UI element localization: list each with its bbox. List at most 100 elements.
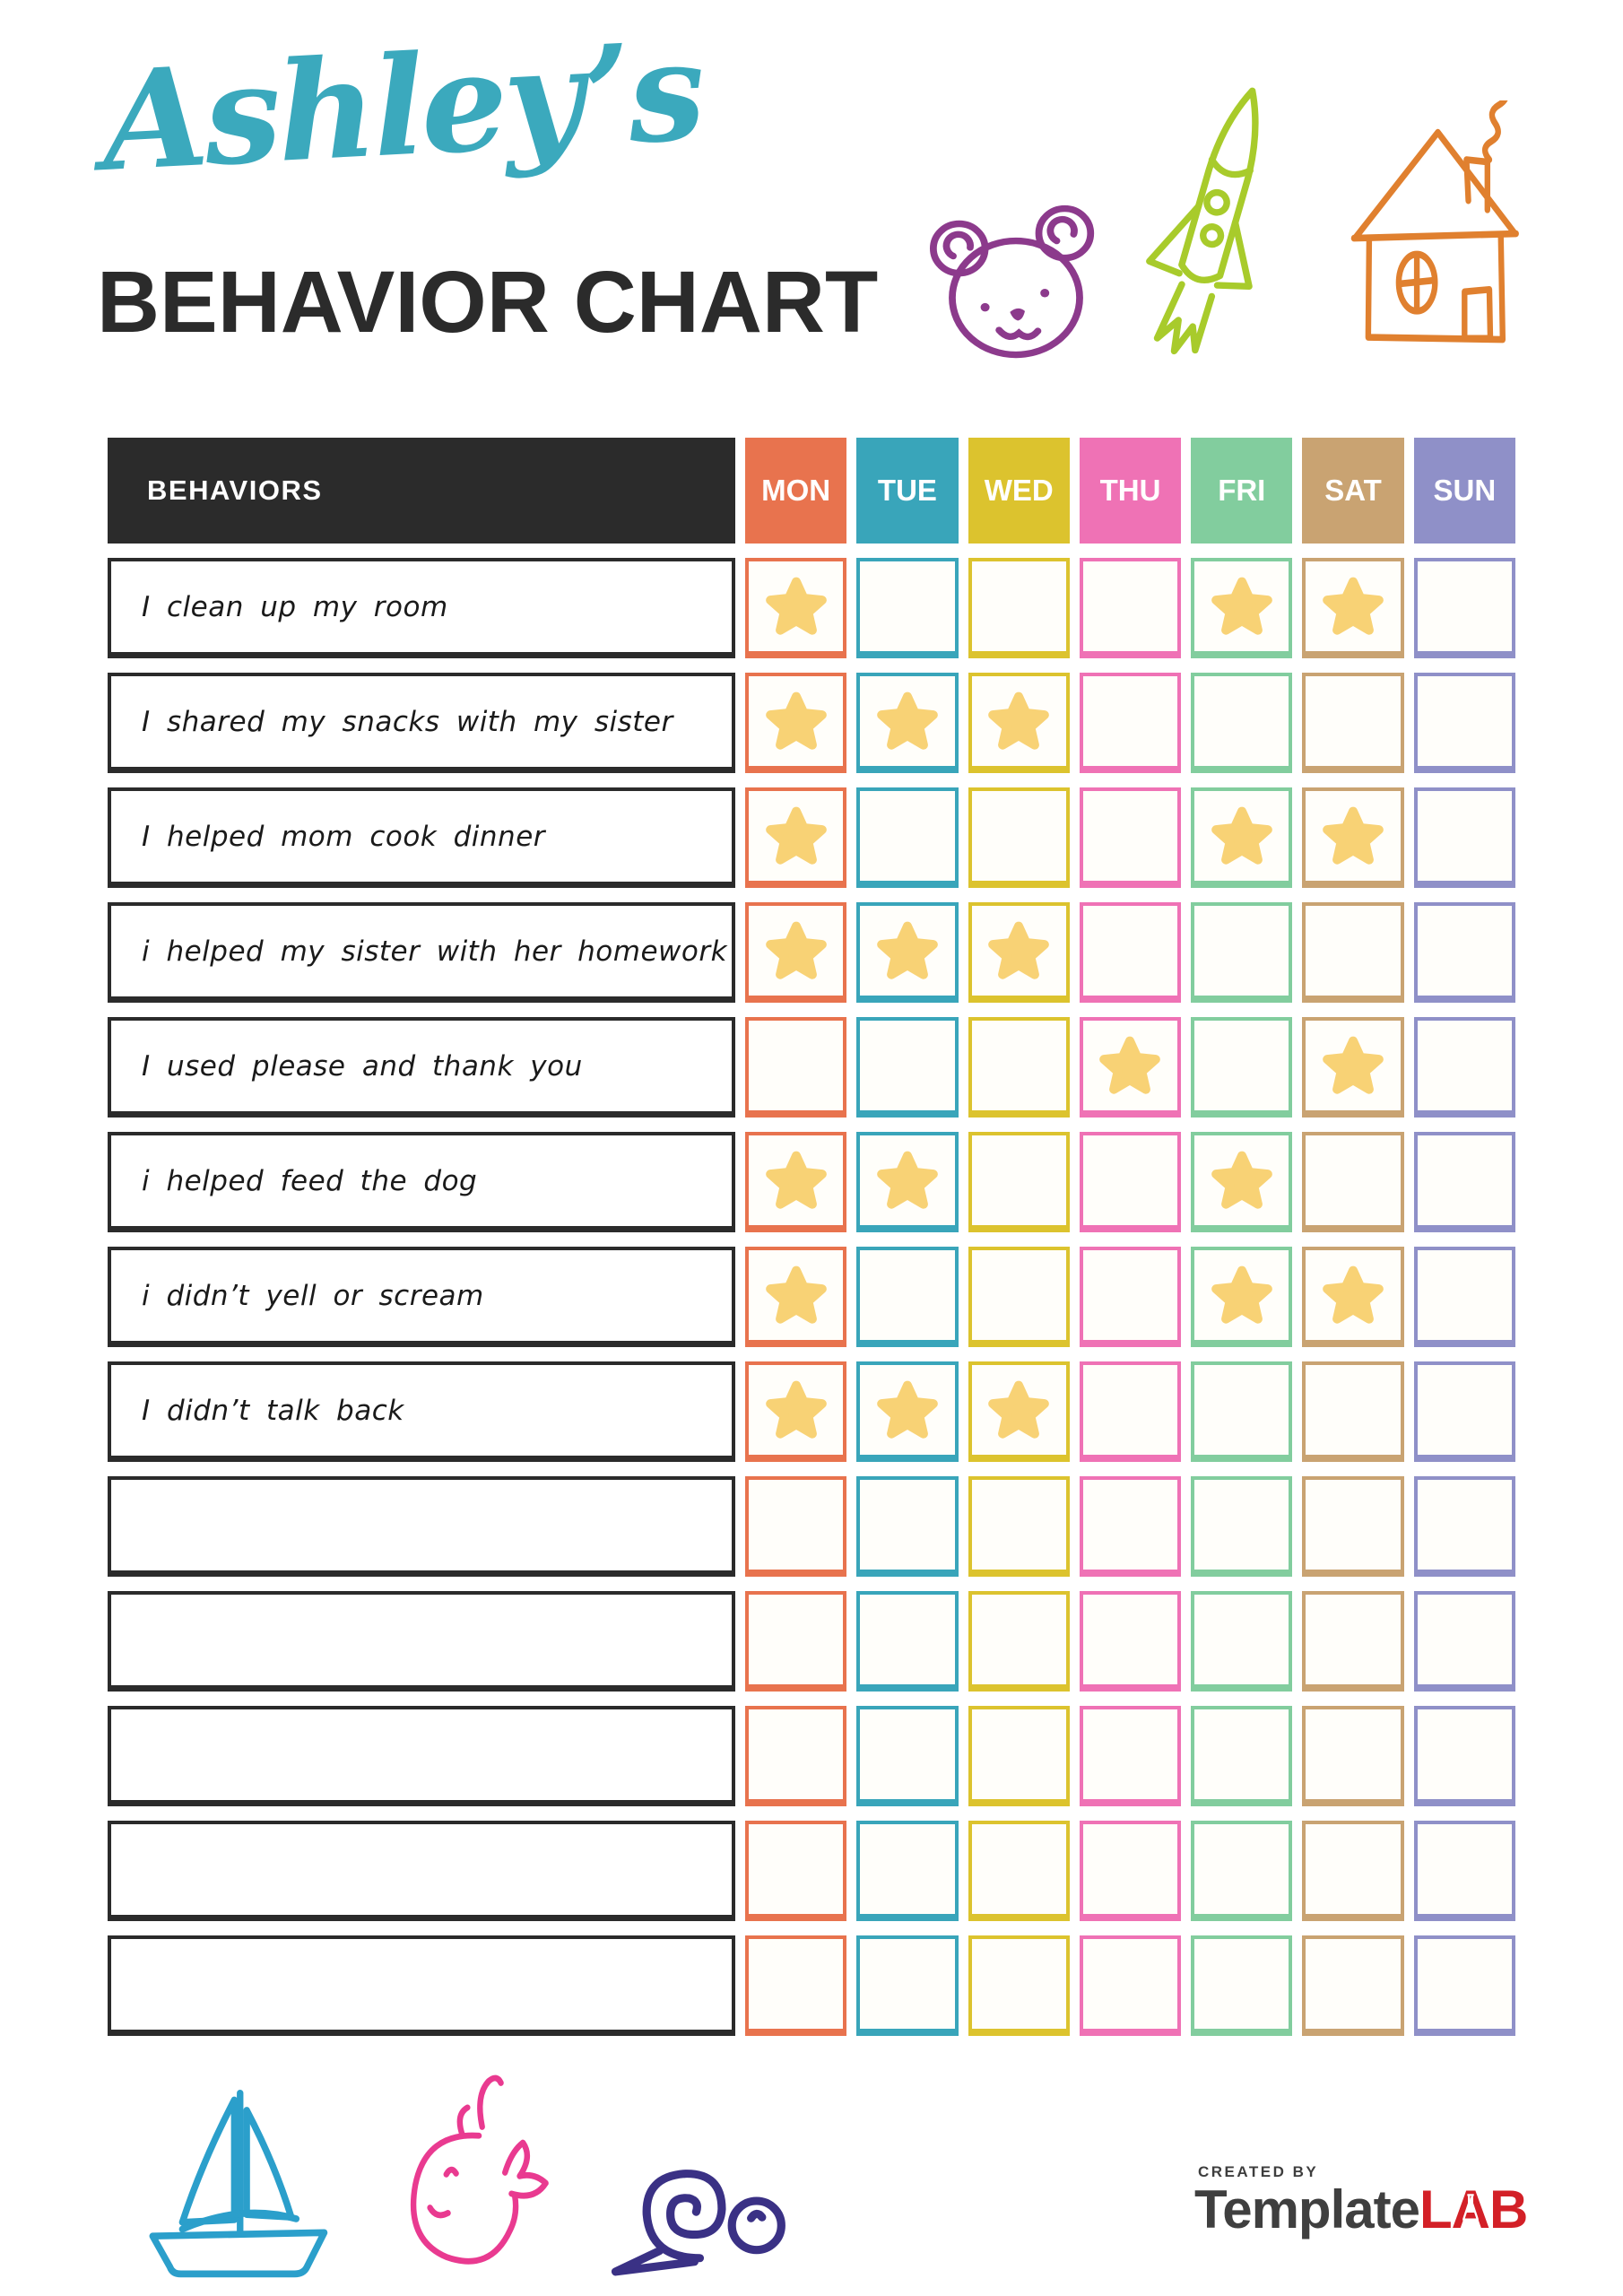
day-cell-fri-row1 [1191,558,1293,658]
star-icon [877,1380,938,1439]
day-cell-tue-row10 [856,1591,959,1692]
day-cell-tue-row12 [856,1821,959,1921]
day-cell-wed-row3 [968,787,1070,888]
day-cell-fri-row4 [1191,902,1293,1003]
day-header-tue: TUE [856,438,959,544]
day-cell-mon-row2 [745,673,847,773]
day-cell-tue-row4 [856,902,959,1003]
star-icon [765,1151,827,1209]
day-cell-mon-row13 [745,1935,847,2036]
day-cell-thu-row6 [1079,1132,1182,1232]
day-cell-wed-row1 [968,558,1070,658]
behavior-row-label: i didn’t yell or scream [108,1247,735,1347]
day-cell-thu-row8 [1079,1361,1182,1462]
day-cell-sat-row3 [1302,787,1404,888]
behavior-row-label [108,1935,735,2036]
day-cell-tue-row5 [856,1017,959,1118]
day-cell-thu-row7 [1079,1247,1182,1347]
day-cell-tue-row3 [856,787,959,888]
day-cell-sun-row8 [1413,1361,1515,1462]
day-cell-thu-row12 [1079,1821,1182,1921]
day-cell-wed-row4 [968,902,1070,1003]
star-icon [877,1151,938,1209]
day-cell-tue-row8 [856,1361,959,1462]
day-cell-thu-row1 [1079,558,1182,658]
day-cell-wed-row5 [968,1017,1070,1118]
day-header-sun: SUN [1413,438,1515,544]
behavior-chart-table: BEHAVIORS MON TUE WED THU FRI SAT SUN I clean u… [108,438,1515,2036]
day-cell-tue-row7 [856,1247,959,1347]
star-icon [988,1380,1050,1439]
day-cell-thu-row9 [1079,1476,1182,1577]
day-cell-sat-row9 [1302,1476,1404,1577]
star-icon [1211,806,1272,865]
day-cell-fri-row11 [1191,1706,1293,1806]
day-cell-sun-row10 [1413,1591,1515,1692]
behavior-row-label: I didn’t talk back [108,1361,735,1462]
day-cell-sat-row7 [1302,1247,1404,1347]
day-cell-sat-row11 [1302,1706,1404,1806]
behavior-row-label: I shared my snacks with my sister [108,673,735,773]
logo-wordmark: TemplateLA B [1194,2181,1544,2238]
day-cell-mon-row3 [745,787,847,888]
day-header-sat: SAT [1302,438,1404,544]
day-cell-mon-row7 [745,1247,847,1347]
day-cell-tue-row13 [856,1935,959,2036]
day-cell-thu-row11 [1079,1706,1182,1806]
star-icon [877,691,938,750]
behaviors-header: BEHAVIORS [108,438,735,544]
day-cell-sun-row3 [1413,787,1515,888]
day-cell-sat-row6 [1302,1132,1404,1232]
star-icon [765,1380,827,1439]
star-icon [1211,1265,1272,1324]
day-cell-wed-row8 [968,1361,1070,1462]
day-cell-mon-row6 [745,1132,847,1232]
day-cell-wed-row6 [968,1132,1070,1232]
day-cell-sun-row13 [1413,1935,1515,2036]
star-icon [1323,577,1384,635]
day-cell-thu-row10 [1079,1591,1182,1692]
star-icon [765,806,827,865]
day-cell-mon-row5 [745,1017,847,1118]
day-cell-sun-row7 [1413,1247,1515,1347]
behavior-row-label: I used please and thank you [108,1017,735,1118]
day-cell-wed-row7 [968,1247,1070,1347]
day-cell-sat-row2 [1302,673,1404,773]
star-icon [877,921,938,979]
day-cell-tue-row9 [856,1476,959,1577]
day-cell-mon-row9 [745,1476,847,1577]
day-cell-fri-row2 [1191,673,1293,773]
day-cell-mon-row10 [745,1591,847,1692]
day-cell-fri-row6 [1191,1132,1293,1232]
star-icon [1323,1265,1384,1324]
day-cell-fri-row9 [1191,1476,1293,1577]
day-cell-fri-row12 [1191,1821,1293,1921]
logo-template-text: Template [1194,2179,1420,2239]
templatelab-logo: CREATED BY TemplateLA B [1194,2163,1544,2238]
day-cell-fri-row8 [1191,1361,1293,1462]
day-cell-fri-row10 [1191,1591,1293,1692]
day-cell-tue-row1 [856,558,959,658]
star-icon [765,691,827,750]
day-header-mon: MON [745,438,847,544]
day-cell-wed-row9 [968,1476,1070,1577]
day-cell-sun-row12 [1413,1821,1515,1921]
day-cell-mon-row4 [745,902,847,1003]
day-cell-tue-row11 [856,1706,959,1806]
day-cell-thu-row3 [1079,787,1182,888]
day-cell-sun-row1 [1413,558,1515,658]
day-cell-tue-row2 [856,673,959,773]
star-icon [1099,1036,1161,1094]
behavior-row-label [108,1476,735,1577]
day-cell-fri-row7 [1191,1247,1293,1347]
day-cell-sun-row6 [1413,1132,1515,1232]
day-cell-wed-row11 [968,1706,1070,1806]
behavior-row-label [108,1821,735,1921]
flask-icon [1462,2194,1479,2222]
logo-lab-text: LA B [1419,2179,1528,2239]
day-cell-thu-row4 [1079,902,1182,1003]
day-cell-wed-row10 [968,1591,1070,1692]
behavior-row-label [108,1591,735,1692]
behavior-row-label: I clean up my room [108,558,735,658]
day-header-thu: THU [1079,438,1182,544]
